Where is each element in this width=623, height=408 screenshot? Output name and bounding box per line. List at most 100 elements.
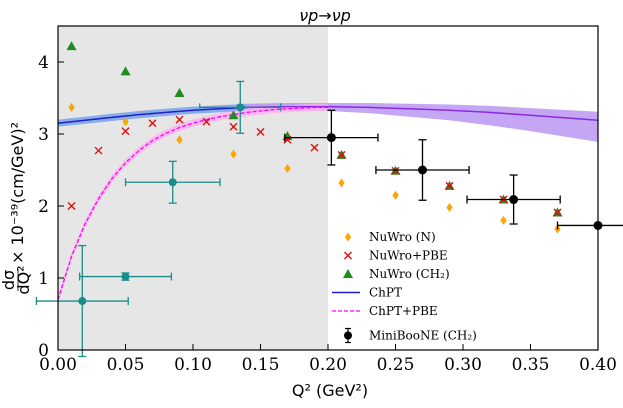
- legend-marker-nuwro-pbe-b: [344, 251, 352, 260]
- legend-label-5: MiniBooNE (CH₂): [369, 329, 477, 343]
- legend-label-3: ChPT: [369, 286, 402, 300]
- legend-entry-0: NuWro (N): [344, 230, 436, 244]
- miniboone-point-0-dot: [326, 133, 336, 143]
- nuwro-pbe-point-0-b: [67, 202, 76, 210]
- nuwro-pbe-point-11-b: [391, 166, 400, 175]
- nuwro-pbe-point-9: [310, 143, 319, 152]
- nuwro-pbe-point-5-b: [202, 117, 211, 126]
- purple-line: [246, 105, 598, 122]
- axis-tick-labels: 0.00 0.05 0.10 0.15 0.20 0.25 0.30 0.35 0.40 0 1 2 3…: [38, 53, 617, 375]
- axis-ticks: [57, 61, 599, 351]
- nuwro-ch2-point-2: [174, 87, 185, 97]
- nuwro-pbe-point-1: [94, 146, 103, 155]
- purple-band: [247, 103, 598, 142]
- chart-title: νp→νp: [299, 6, 351, 25]
- nuwro-pbe-point-6-b: [229, 122, 238, 131]
- nuwro-pbe-point-2: [121, 127, 130, 136]
- teal-point-3-dot: [236, 103, 245, 112]
- nuwro-n-point-3: [230, 149, 237, 159]
- teal-point-1: [78, 272, 173, 281]
- teal-point-1-dot: [121, 272, 130, 281]
- nuwro-pbe-point-11: [391, 166, 400, 175]
- nuwro-pbe-point-2-b: [121, 127, 130, 136]
- nuwro-pbe-point-12: [445, 181, 454, 190]
- legend-label-0: NuWro (N): [369, 230, 436, 244]
- y-tick-label-1: 1: [38, 269, 49, 289]
- x-tick-label-5: 0.25: [377, 355, 415, 375]
- x-tick-label-6: 0.30: [444, 355, 482, 375]
- legend-entry-2: NuWro (CH₂): [343, 267, 450, 281]
- nuwro-n-point-4: [284, 164, 291, 174]
- y-tick-label-4: 4: [38, 53, 49, 73]
- legend-entry-1: NuWro+PBE: [344, 249, 448, 263]
- nuwro-pbe-point-12-b: [445, 181, 454, 190]
- legend-entry-5: MiniBooNE (CH₂): [344, 327, 477, 344]
- nuwro-pbe-point-4-b: [175, 115, 184, 124]
- nuwro-pbe-point-14: [553, 208, 562, 217]
- nuwro-n-point-5: [338, 178, 345, 188]
- legend-marker-nuwro-n: [344, 232, 352, 242]
- y-tick-label-2: 2: [38, 197, 49, 217]
- nuwro-pbe-point-3-b: [148, 119, 157, 128]
- theory-lines: [58, 105, 598, 300]
- nuwro-pbe-point-3: [148, 119, 157, 128]
- chpt-pbe-line: [58, 106, 328, 300]
- miniboone-point-3: [556, 220, 623, 230]
- legend-label-4: ChPT+PBE: [369, 304, 438, 318]
- x-axis-title: Q² (GeV²): [292, 381, 368, 400]
- teal-point-2: [124, 160, 221, 204]
- y-axis-frac-num: dσ: [0, 270, 18, 290]
- x-tick-label-3: 0.15: [242, 355, 280, 375]
- nuwro-n-point-7: [446, 202, 453, 212]
- nuwro-pbe-point-6: [229, 122, 238, 131]
- miniboone-point-0: [284, 109, 379, 166]
- legend-marker-nuwro-pbe: [344, 251, 352, 260]
- nuwro-pbe-point-4: [175, 115, 184, 124]
- nuwro-pbe-point-7-b: [256, 127, 265, 136]
- nuwro-ch2-point-1: [120, 66, 131, 76]
- nuwro-n-point-2: [176, 135, 183, 145]
- nuwro-pbe-point-7: [256, 127, 265, 136]
- miniboone-point-1-dot: [418, 165, 427, 175]
- teal-point-0: [35, 244, 129, 358]
- nuwro-pbe-point-9-b: [310, 143, 319, 152]
- teal-point-0-dot: [78, 297, 87, 306]
- nuwro-pbe-point-10-b: [337, 150, 346, 159]
- legend-marker-mb-dot: [344, 331, 352, 340]
- y-axis-title: dσ dQ² × 10⁻³⁹(cm/GeV)²: [0, 122, 33, 295]
- nuwro-pbe-point-10: [337, 150, 346, 159]
- nuwro-n-point-8: [500, 215, 507, 225]
- data-markers: [35, 41, 623, 358]
- x-tick-label-7: 0.35: [512, 355, 550, 375]
- nuwro-pbe-point-5: [202, 117, 211, 126]
- teal-point-2-dot: [168, 178, 177, 187]
- y-tick-label-0: 0: [38, 341, 49, 361]
- nuwro-pbe-point-0: [67, 202, 76, 210]
- legend-label-1: NuWro+PBE: [369, 249, 448, 263]
- nuwro-n-point-0: [68, 102, 75, 112]
- legend-label-2: NuWro (CH₂): [369, 267, 450, 281]
- legend: NuWro (N) NuWro+PBE NuWro (CH₂) ChPT ChPT+PB…: [332, 230, 477, 344]
- y-tick-label-3: 3: [38, 125, 49, 145]
- legend-entry-3: ChPT: [332, 286, 402, 300]
- miniboone-point-1: [375, 139, 470, 201]
- teal-point-3: [199, 80, 282, 134]
- nuwro-ch2-point-3: [228, 110, 239, 120]
- nuwro-pbe-point-14-b: [553, 208, 562, 217]
- y-axis-frac-den: dQ²: [14, 265, 33, 294]
- x-tick-label-8: 0.40: [579, 355, 617, 375]
- y-axis-label-rest: × 10⁻³⁹(cm/GeV)²: [8, 122, 27, 264]
- x-tick-label-0: 0.00: [39, 355, 77, 375]
- miniboone-point-2: [466, 174, 561, 225]
- legend-entry-4: ChPT+PBE: [332, 304, 438, 318]
- shaded-region: [58, 26, 328, 350]
- x-tick-label-2: 0.10: [174, 355, 212, 375]
- x-tick-label-1: 0.05: [107, 355, 145, 375]
- x-tick-label-4: 0.20: [309, 355, 347, 375]
- nuwro-n-point-1: [122, 117, 129, 127]
- legend-marker-nuwro-ch2: [343, 269, 353, 278]
- nuwro-ch2-point-0: [66, 41, 77, 51]
- chpt-line: [58, 106, 248, 124]
- nuwro-pbe-point-1-b: [94, 146, 103, 155]
